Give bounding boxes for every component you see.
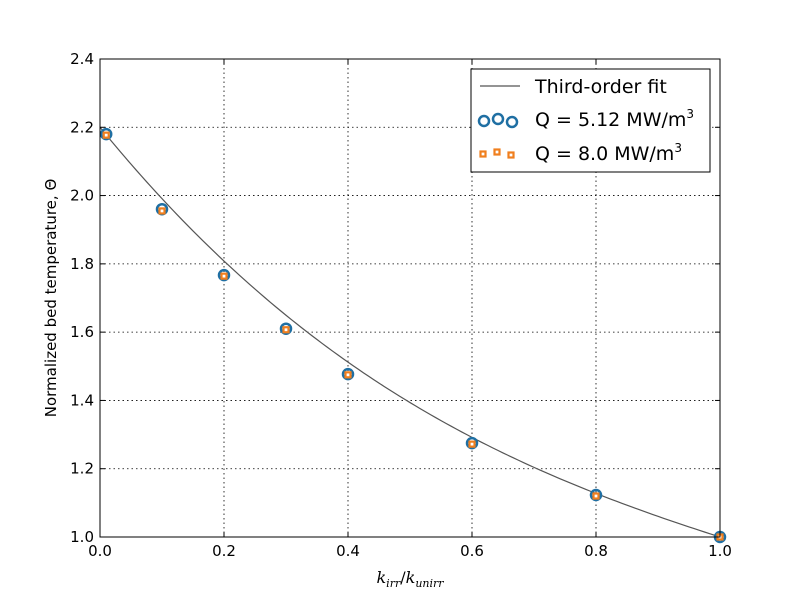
series-1-point [589,488,603,502]
y-axis-label: Normalized bed temperature, Θ [42,179,60,418]
y-tick-label: 1.0 [70,528,94,546]
x-tick-label: 0.8 [584,542,608,560]
series-2-point [344,371,352,379]
legend-fit-label: Third-order fit [534,76,667,98]
series-1-point [217,268,231,282]
x-tick-label: 0.4 [336,542,360,560]
series-2-point [220,272,228,280]
fit-curve [99,126,721,538]
y-tick-label: 1.4 [70,391,94,409]
series-2-point [102,131,110,139]
y-tick-label: 1.8 [70,255,94,273]
y-tick-label: 2.4 [70,50,94,68]
legend-series-2-label: Q = 8.0 MW/m3 [535,141,682,165]
x-tick-label: 0.6 [460,542,484,560]
x-tick-label: 0.2 [212,542,236,560]
fit-curve-layer [99,126,721,538]
series-2-point [282,326,290,334]
series-2-point [158,207,166,215]
x-axis-label: kirr/kunirr [376,568,444,590]
plot-frame [99,58,721,538]
series-1-point [341,367,355,381]
y-tick-label: 2.0 [70,187,94,205]
series-1-point [99,127,113,141]
x-tick-label: 0.0 [88,542,112,560]
series-1-point [465,436,479,450]
legend: Third-order fit Q = 5.12 MW/m3 Q = 8.0 M… [470,68,711,173]
legend-series-1-marker [477,112,519,129]
series-2-point [592,492,600,500]
axis-ticks: 0.0 0.2 0.4 0.6 0.8 1.0 1.0 1.2 1.4 1.6 1.8 2.0 2.2 2… [70,50,732,560]
x-tick-label: 1.0 [708,542,732,560]
series-2-point [468,440,476,448]
series-1-point [279,322,293,335]
legend-series-1-label: Q = 5.12 MW/m3 [535,107,694,131]
data-points-layer [99,127,727,544]
legend-series-2-marker [479,148,515,159]
y-tick-label: 2.2 [70,118,94,136]
grid [100,59,720,537]
y-tick-label: 1.2 [70,460,94,478]
y-tick-label: 1.6 [70,323,94,341]
